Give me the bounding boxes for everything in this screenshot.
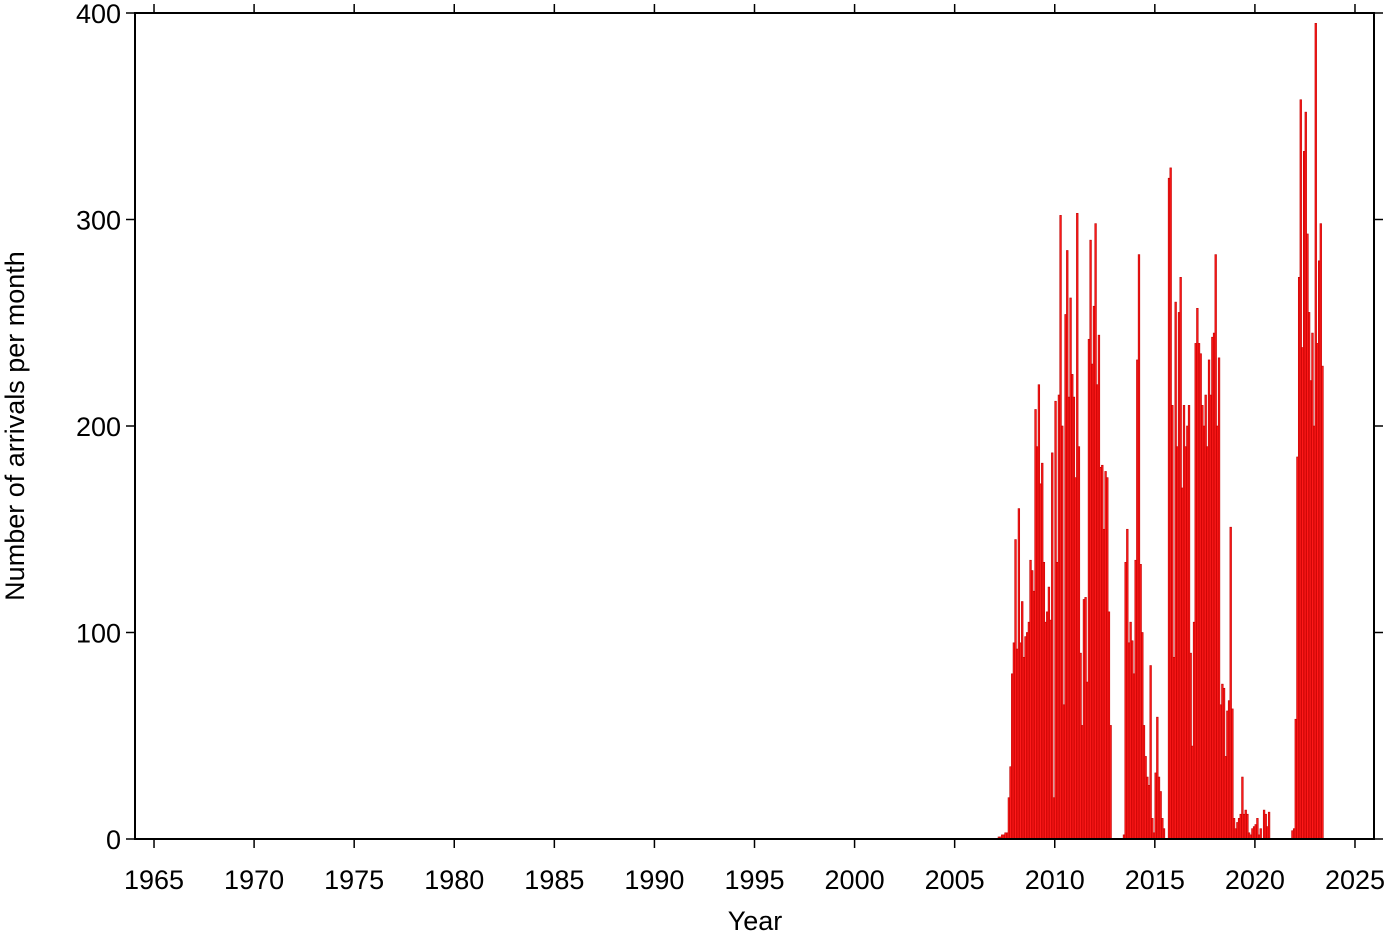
y-tick-label: 200 [76,412,121,442]
x-tick-label: 2025 [1325,865,1385,895]
plot-frame [134,12,1375,840]
y-tick-label: 400 [76,0,121,29]
bar [1051,452,1054,840]
x-tick-label: 1985 [524,865,584,895]
y-tick-label: 300 [76,206,121,236]
x-tick-label: 1990 [624,865,684,895]
y-tick-label: 100 [76,619,121,649]
x-tick-label: 1980 [424,865,484,895]
bar [1259,828,1262,840]
bar [1267,811,1271,840]
x-tick-label: 1995 [724,865,784,895]
y-axis-label: Number of arrivals per month [0,251,30,601]
bar [1321,365,1324,840]
x-tick-label: 2015 [1125,865,1185,895]
y-tick-label: 0 [106,825,121,855]
x-tick-label: 2010 [1025,865,1085,895]
bar [1109,725,1112,840]
x-tick-label: 1965 [124,865,184,895]
x-tick-label: 2020 [1225,865,1285,895]
x-tick-label: 1970 [224,865,284,895]
x-tick-label: 1975 [324,865,384,895]
x-axis-label: Year [728,906,783,936]
x-tick-label: 2000 [825,865,885,895]
bar [1162,828,1166,840]
bar [1149,665,1152,840]
x-tick-label: 2005 [925,865,985,895]
